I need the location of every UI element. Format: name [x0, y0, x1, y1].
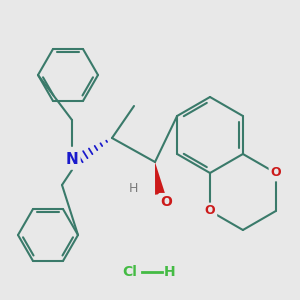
Polygon shape [155, 162, 165, 195]
Text: H: H [164, 265, 176, 279]
Text: Cl: Cl [123, 265, 137, 279]
Text: O: O [271, 167, 281, 179]
Text: O: O [205, 205, 215, 218]
Text: O: O [160, 195, 172, 209]
Text: H: H [128, 182, 138, 196]
Text: N: N [66, 152, 78, 167]
